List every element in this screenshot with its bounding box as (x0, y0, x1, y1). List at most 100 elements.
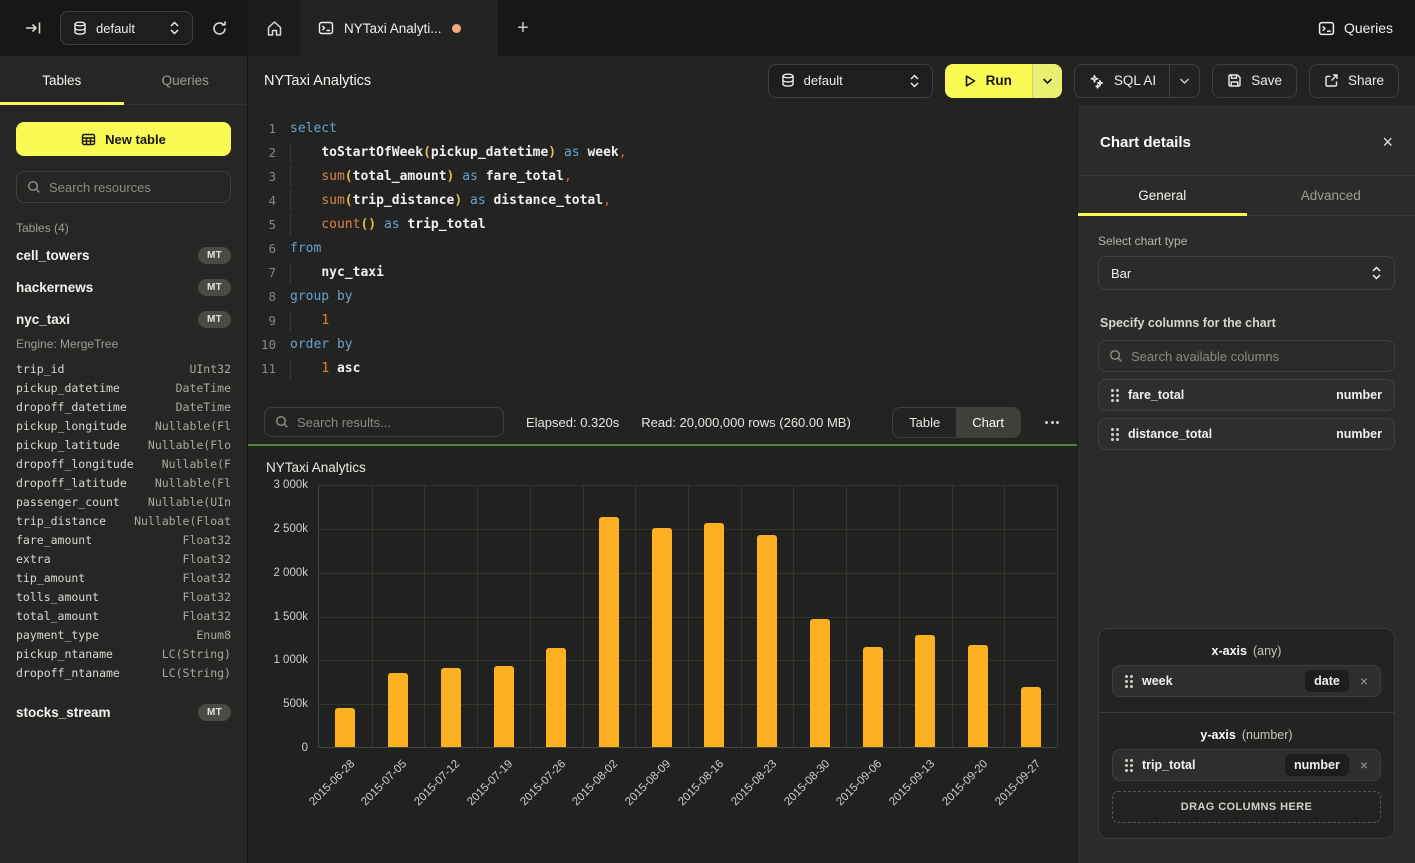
drag-handle-icon[interactable] (1125, 680, 1128, 683)
column-chip-type: number (1336, 388, 1382, 402)
sql-editor[interactable]: 1select2 toStartOfWeek(pickup_datetime) … (248, 105, 1077, 400)
results-search (264, 407, 504, 437)
line-number: 8 (248, 289, 290, 304)
save-button[interactable]: Save (1212, 64, 1297, 98)
engine-label: Engine: MergeTree (0, 335, 247, 359)
column-name: pickup_datetime (16, 381, 120, 395)
gridline (793, 485, 794, 747)
plus-icon: + (517, 17, 529, 39)
column-type: Float32 (183, 590, 231, 604)
tab-nytaxi-analytics[interactable]: NYTaxi Analyti... (300, 0, 498, 56)
sidebar-search (16, 171, 231, 203)
refresh-button[interactable] (207, 16, 232, 41)
available-column-chip[interactable]: fare_totalnumber (1098, 379, 1395, 411)
code-line: 5 count() as trip_total (248, 212, 1077, 236)
code-text: sum(total_amount) as fare_total, (290, 169, 572, 184)
axis-chip-type-badge: date (1305, 670, 1349, 692)
panel-tab-advanced[interactable]: Advanced (1247, 176, 1415, 215)
more-options-icon[interactable] (1043, 415, 1061, 430)
remove-chip-button[interactable]: × (1360, 758, 1368, 772)
column-name: trip_id (16, 362, 64, 376)
drag-handle-icon[interactable] (1111, 433, 1114, 436)
results-search-input[interactable] (297, 415, 493, 430)
bar-2015-07-19[interactable] (494, 666, 514, 747)
indent-guide (290, 166, 291, 187)
bar-2015-09-13[interactable] (915, 635, 935, 747)
line-number: 10 (248, 337, 290, 352)
bar-2015-08-16[interactable] (704, 523, 724, 747)
sql-ai-options[interactable] (1169, 65, 1199, 97)
x-tick-label: 2015-08-02 (571, 758, 621, 808)
table-row[interactable]: cell_towersMT (0, 239, 247, 271)
gridline (741, 485, 742, 747)
x-tick-label: 2015-07-19 (465, 758, 515, 808)
bar-2015-07-26[interactable] (546, 648, 566, 747)
axis-config-card: x-axis(any) weekdate× y-axis(number) tri… (1098, 628, 1395, 839)
close-panel-button[interactable]: × (1382, 133, 1393, 151)
drag-columns-dropzone[interactable]: DRAG COLUMNS HERE (1112, 791, 1381, 823)
share-button[interactable]: Share (1309, 64, 1399, 98)
column-type: Float32 (183, 571, 231, 585)
home-button[interactable] (248, 0, 300, 56)
column-type: UInt32 (189, 362, 231, 376)
search-icon (1109, 349, 1123, 363)
unsaved-dot (452, 24, 461, 33)
panel-tab-general[interactable]: General (1078, 176, 1247, 215)
close-icon: × (1382, 132, 1393, 152)
column-row: tolls_amount Float32 (0, 587, 247, 606)
bar-2015-08-23[interactable] (757, 535, 777, 747)
axis-column-chip[interactable]: weekdate× (1112, 665, 1381, 697)
bar-2015-07-05[interactable] (388, 673, 408, 747)
code-line: 6from (248, 236, 1077, 260)
new-table-label: New table (105, 132, 166, 147)
sidebar-search-input[interactable] (49, 180, 220, 195)
gridline (530, 485, 531, 747)
bar-2015-08-02[interactable] (599, 517, 619, 747)
column-name: tolls_amount (16, 590, 99, 604)
run-options-button[interactable] (1032, 64, 1062, 98)
bar-2015-08-30[interactable] (810, 619, 830, 747)
sidebar-tab-queries[interactable]: Queries (124, 56, 248, 104)
toolbar-database-selector[interactable]: default (768, 64, 933, 98)
columns-search-input[interactable] (1131, 349, 1384, 364)
axis-column-chip[interactable]: trip_totalnumber× (1112, 749, 1381, 781)
sql-ai-button[interactable]: SQL AI (1074, 64, 1200, 98)
column-row: total_amountFloat32 (0, 606, 247, 625)
sidebar-tabs: Tables Queries (0, 56, 247, 105)
bar-2015-06-28[interactable] (335, 708, 355, 747)
queries-button[interactable]: Queries (1318, 20, 1393, 37)
table-row[interactable]: hackernewsMT (0, 271, 247, 303)
bar-2015-08-09[interactable] (652, 528, 672, 747)
drag-handle-icon[interactable] (1111, 394, 1114, 397)
chart-type-select[interactable]: Bar (1098, 256, 1395, 290)
column-name: pickup_latitude (16, 438, 120, 452)
sidebar-tab-tables[interactable]: Tables (0, 56, 124, 104)
available-column-chip[interactable]: distance_totalnumber (1098, 418, 1395, 450)
bar-2015-09-27[interactable] (1021, 687, 1041, 747)
database-selector[interactable]: default (60, 11, 193, 45)
x-tick-label: 2015-09-13 (887, 758, 937, 808)
remove-chip-button[interactable]: × (1360, 674, 1368, 688)
table-row[interactable]: nyc_taxiMT (0, 303, 247, 335)
table-row[interactable]: stocks_streamMT (0, 696, 247, 728)
bar-2015-09-20[interactable] (968, 645, 988, 747)
gridline (899, 485, 900, 747)
column-row: pickup_longitudeNullable(Fl (0, 416, 247, 435)
tab-title: NYTaxi Analyti... (344, 21, 442, 36)
bar-2015-07-12[interactable] (441, 668, 461, 747)
column-chip-name: distance_total (1128, 427, 1325, 441)
gridline (1057, 485, 1058, 747)
new-tab-button[interactable]: + (498, 0, 548, 56)
x-tick-label: 2015-07-12 (412, 758, 462, 808)
toggle-table[interactable]: Table (893, 408, 956, 437)
toggle-chart[interactable]: Chart (956, 408, 1020, 437)
bar-chart-plot (318, 485, 1057, 748)
table-name: nyc_taxi (16, 312, 70, 327)
column-row: trip_distanceNullable(Float (0, 511, 247, 530)
drag-handle-icon[interactable] (1125, 764, 1128, 767)
bar-2015-09-06[interactable] (863, 647, 883, 747)
run-button[interactable]: Run (945, 64, 1032, 98)
chevron-down-icon (1042, 77, 1053, 85)
collapse-sidebar-button[interactable] (20, 15, 46, 41)
new-table-button[interactable]: New table (16, 122, 231, 156)
